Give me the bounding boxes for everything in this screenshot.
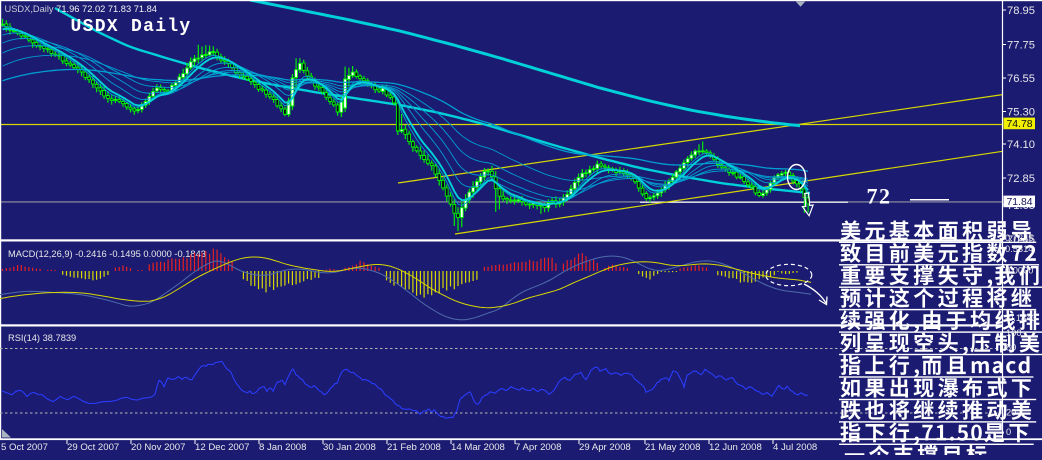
svg-text:7 Apr 2008: 7 Apr 2008: [515, 442, 561, 453]
svg-text:12 Jun 2008: 12 Jun 2008: [709, 442, 762, 453]
svg-text:30 Jan 2008: 30 Jan 2008: [323, 442, 376, 453]
svg-text:76.55: 76.55: [1007, 73, 1035, 85]
svg-text:8 Jan 2008: 8 Jan 2008: [259, 442, 306, 453]
svg-text:21 May 2008: 21 May 2008: [645, 442, 700, 453]
svg-text:78.95: 78.95: [1007, 5, 1035, 17]
svg-text:0.0000: 0.0000: [1005, 266, 1033, 276]
svg-text:74.10: 74.10: [1007, 139, 1035, 151]
svg-text:80: 80: [1006, 343, 1016, 353]
svg-text:29 Apr 2008: 29 Apr 2008: [579, 442, 631, 453]
svg-text:71.84: 71.84: [1007, 197, 1033, 208]
svg-text:MACD(12,26,9) -0.2416 -0.1495: MACD(12,26,9) -0.2416 -0.1495 0.0000 -0.…: [8, 249, 206, 259]
svg-text:12 Dec 2007: 12 Dec 2007: [195, 442, 249, 453]
svg-text:USDX,Daily 71.96 72.02 71.83: USDX,Daily 71.96 72.02 71.83 71.84: [5, 4, 157, 14]
svg-text:72: 72: [867, 184, 892, 209]
svg-text:29 Oct 2007: 29 Oct 2007: [67, 442, 119, 453]
svg-text:USDX Daily: USDX Daily: [71, 17, 192, 37]
svg-text:0.7245: 0.7245: [1005, 233, 1033, 243]
svg-text:4 Jul 2008: 4 Jul 2008: [773, 442, 817, 453]
svg-text:0: 0: [1006, 427, 1011, 437]
svg-text:75.30: 75.30: [1007, 106, 1035, 118]
svg-text:72.85: 72.85: [1007, 173, 1035, 185]
svg-text:20: 20: [1006, 408, 1016, 418]
svg-text:100: 100: [1006, 328, 1022, 338]
svg-text:RSI(14) 38.7839: RSI(14) 38.7839: [8, 333, 76, 343]
svg-text:14 Mar 2008: 14 Mar 2008: [451, 442, 505, 453]
svg-text:20 Nov 2007: 20 Nov 2007: [131, 442, 185, 453]
svg-text:5 Oct 2007: 5 Oct 2007: [1, 442, 48, 453]
svg-text:77.75: 77.75: [1007, 39, 1035, 51]
svg-text:74.78: 74.78: [1007, 119, 1033, 130]
svg-text:-0.1843: -0.1843: [1005, 313, 1037, 323]
svg-text:21 Feb 2008: 21 Feb 2008: [387, 442, 441, 453]
